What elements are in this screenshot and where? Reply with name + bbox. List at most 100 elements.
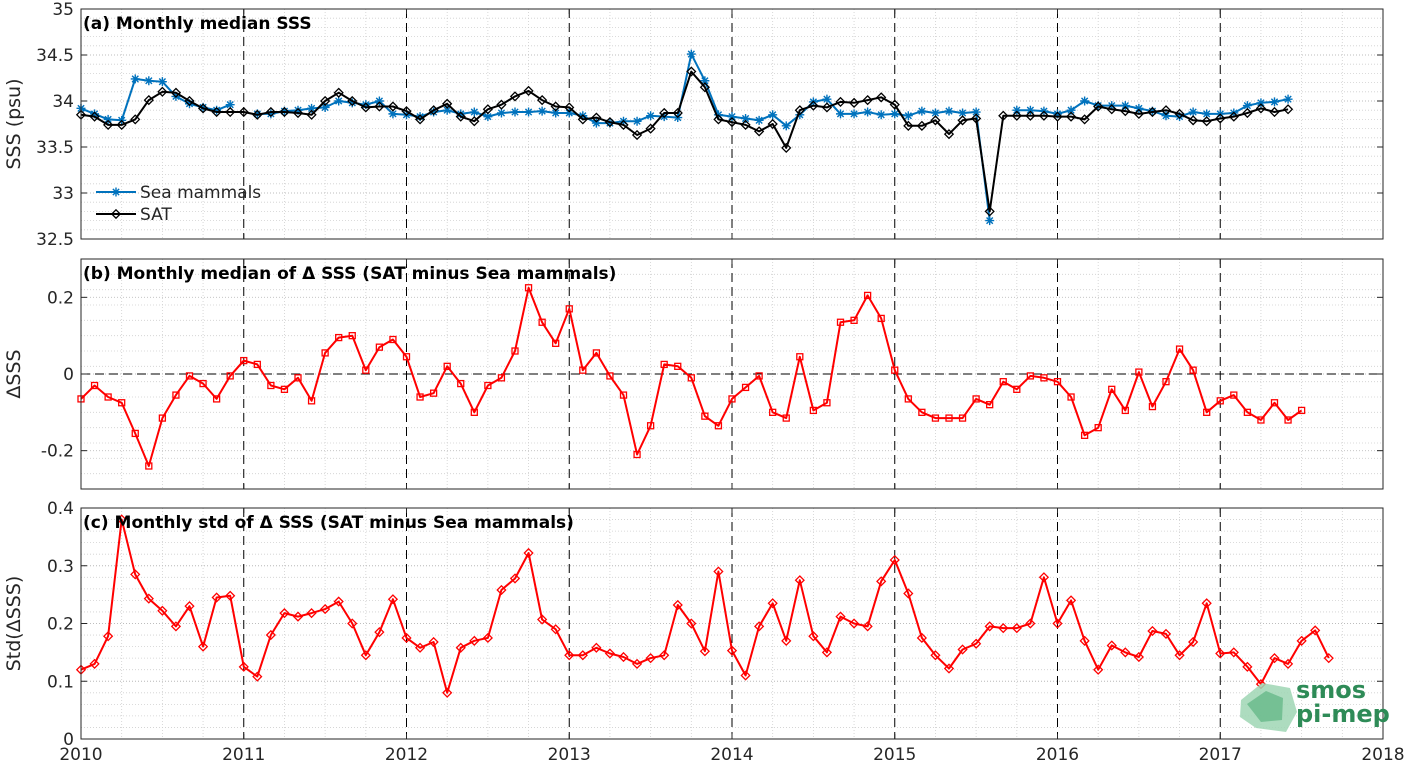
watermark-text-smos: smos (1296, 676, 1366, 704)
data-point (212, 395, 221, 403)
data-point (862, 94, 873, 106)
data-point (1053, 378, 1062, 386)
data-point (1147, 106, 1158, 118)
data-point (741, 113, 751, 123)
data-point (469, 116, 480, 127)
data-point (686, 49, 696, 59)
y-tick-label: 0.1 (47, 672, 74, 692)
data-point (835, 611, 846, 622)
data-point (903, 111, 913, 121)
data-point (1283, 94, 1293, 104)
data-point (945, 414, 953, 422)
data-point (1188, 636, 1199, 648)
data-point (1133, 651, 1144, 663)
y-tick-label: 0.3 (47, 557, 74, 577)
x-tick-label: 2017 (1199, 745, 1242, 765)
panel-title: (a) Monthly median SSS (83, 14, 312, 34)
data-point (863, 291, 872, 300)
data-point (1162, 378, 1170, 386)
data-point (754, 126, 765, 137)
data-point (90, 109, 100, 119)
data-point (740, 119, 751, 131)
data-point (482, 632, 493, 644)
y-tick-label: 0.2 (47, 288, 74, 308)
data-point (483, 112, 493, 122)
data-point (306, 109, 317, 120)
x-tick-label: 2014 (710, 745, 753, 765)
data-point (1160, 628, 1172, 640)
data-point (428, 105, 439, 116)
data-point (916, 632, 927, 644)
data-point (645, 123, 656, 134)
data-point (1216, 397, 1224, 405)
data-point (320, 95, 331, 107)
data-point (944, 106, 954, 116)
data-point (591, 118, 601, 128)
data-point (699, 646, 710, 657)
data-point (1284, 416, 1292, 424)
series-delta-b (77, 284, 1306, 470)
data-point (347, 98, 357, 108)
data-point (889, 554, 900, 566)
data-point (1025, 618, 1036, 629)
data-point (1255, 103, 1267, 114)
data-point (442, 105, 452, 115)
data-point (701, 412, 709, 420)
data-point (794, 105, 805, 116)
data-point (836, 109, 845, 119)
data-point (157, 77, 167, 87)
data-point (414, 642, 426, 653)
data-point (170, 621, 182, 632)
data-point (726, 117, 738, 128)
data-point (184, 95, 195, 107)
data-point (550, 624, 561, 635)
data-point (713, 114, 724, 125)
data-point (876, 92, 887, 103)
data-point (389, 335, 397, 344)
data-point (469, 107, 479, 117)
data-point (1093, 101, 1104, 112)
data-point (158, 414, 167, 422)
data-point (1242, 107, 1253, 119)
data-point (307, 397, 316, 405)
data-point (157, 86, 168, 97)
y-tick-label: 0 (63, 730, 74, 750)
data-point (1242, 661, 1253, 672)
data-point (401, 632, 412, 644)
data-point (782, 414, 790, 422)
data-point (1026, 372, 1035, 380)
data-point (999, 378, 1007, 386)
data-point (1011, 623, 1022, 634)
data-point (943, 129, 955, 140)
data-point (457, 379, 465, 388)
data-point (145, 462, 153, 470)
data-point (1135, 368, 1143, 376)
data-point (1025, 110, 1036, 121)
data-point (362, 366, 370, 374)
panel-c: 0 0.1 0.2 0.3 0.4 2010 2011 2012 2013 2014 2015 201… (3, 499, 1405, 765)
data-point (930, 115, 941, 126)
data-point (972, 395, 980, 403)
data-point (1121, 406, 1129, 415)
data-point (1065, 595, 1077, 606)
data-point (808, 100, 819, 111)
data-point (577, 114, 588, 125)
data-point (265, 629, 276, 641)
data-point (509, 573, 521, 584)
data-point (876, 110, 886, 120)
data-point (238, 106, 249, 118)
data-point (199, 379, 207, 388)
data-point (292, 107, 304, 119)
data-point (674, 362, 682, 370)
data-point (347, 618, 358, 629)
y-tick-label: 32.5 (36, 230, 74, 250)
data-point (836, 318, 845, 326)
x-tick-label: 2016 (1036, 745, 1079, 765)
data-point (496, 584, 507, 596)
data-point (279, 106, 290, 118)
data-point (185, 99, 194, 109)
data-point (89, 658, 100, 670)
data-point (509, 91, 521, 102)
data-point (850, 316, 858, 324)
data-point (103, 119, 114, 131)
